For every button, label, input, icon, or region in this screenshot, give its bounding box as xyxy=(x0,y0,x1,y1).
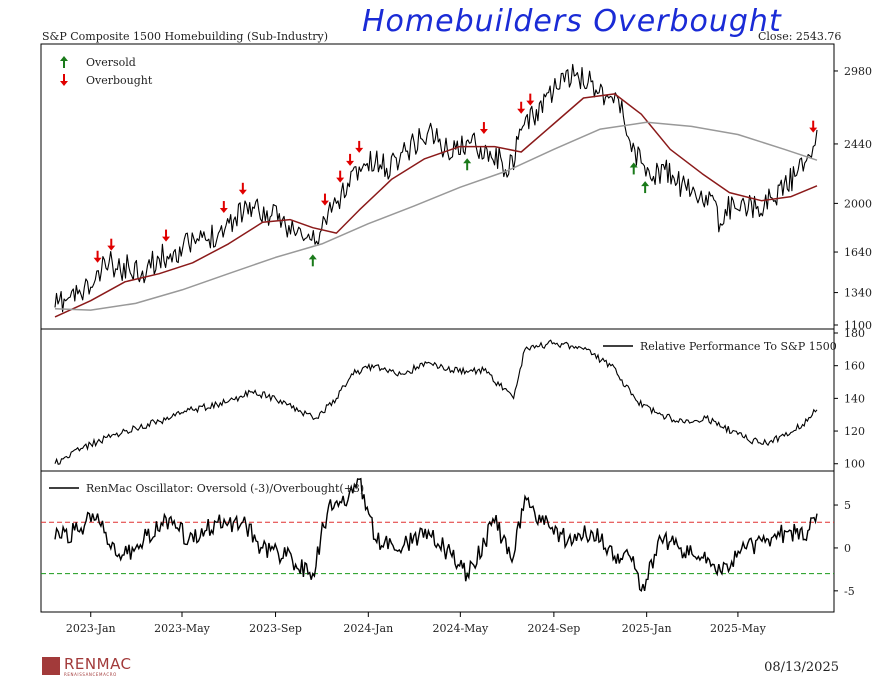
x-tick-label: 2025-May xyxy=(710,622,767,635)
arrow-head xyxy=(107,245,116,251)
close-value: Close: 2543.76 xyxy=(758,30,842,43)
y-tick-label: 180 xyxy=(844,327,865,340)
x-tick-label: 2023-May xyxy=(154,622,211,635)
arrow-head xyxy=(320,200,329,206)
oversold-arrow-icon xyxy=(629,162,638,175)
arrow-head xyxy=(526,100,535,106)
overbought-arrow-icon xyxy=(107,238,116,251)
y-tick-label: 160 xyxy=(844,360,865,373)
arrow-head xyxy=(336,177,345,183)
arrow-head xyxy=(346,160,355,166)
handwritten-annotation: Homebuilders Overbought xyxy=(362,4,782,39)
arrow-head xyxy=(809,127,818,133)
legend-oversold-icon xyxy=(60,56,68,68)
y-tick-label: 140 xyxy=(844,392,865,405)
ma_short-line xyxy=(54,93,818,318)
legend-relative-label: Relative Performance To S&P 1500 xyxy=(640,340,837,353)
arrow-head xyxy=(517,108,526,114)
arrow-head xyxy=(479,129,488,135)
overbought-arrow-icon xyxy=(517,101,526,114)
overbought-arrow-icon xyxy=(336,170,345,183)
report-date: 08/13/2025 xyxy=(764,660,839,675)
y-tick-label: 2440 xyxy=(844,138,872,151)
y-tick-label: 2000 xyxy=(844,197,872,210)
x-axis: 2023-Jan 2023-May 2023-Sep 2024-Jan 2024-May… xyxy=(66,612,767,635)
overbought-arrow-icon xyxy=(809,120,818,133)
overbought-arrow-icon xyxy=(526,93,535,106)
x-tick-label: 2024-Jan xyxy=(343,622,393,635)
arrow-head xyxy=(60,81,68,86)
y-tick-label: 120 xyxy=(844,425,865,438)
x-tick-label: 2025-Jan xyxy=(622,622,672,635)
panel-frame xyxy=(40,43,835,330)
y-tick-label: 100 xyxy=(844,458,865,471)
x-tick-label: 2023-Jan xyxy=(66,622,116,635)
brand-subtitle: RENAISSANCEMACRO xyxy=(64,672,117,677)
chart-title: S&P Composite 1500 Homebuilding (Sub-Ind… xyxy=(42,30,328,43)
relative-performance-line xyxy=(54,339,818,465)
relative-panel: 100 120 140 160 180 Relative Performance To S… xyxy=(40,327,865,472)
y-tick-label: 5 xyxy=(844,499,851,512)
y-tick-label: 1340 xyxy=(844,287,872,300)
y-tick-label: 1100 xyxy=(844,319,872,332)
oversold-arrow-icon xyxy=(463,158,472,171)
oscillator-line xyxy=(54,477,818,593)
oscillator-panel: -5 0 5 RenMac Oscillator: Oversold (-3)/Ove… xyxy=(40,470,855,613)
x-tick-label: 2024-Sep xyxy=(527,622,580,635)
overbought-arrow-icon xyxy=(162,229,171,242)
legend-overbought-label: Overbought xyxy=(86,74,153,87)
oversold-arrow-icon xyxy=(641,181,650,194)
renmac-logo-icon xyxy=(42,657,60,675)
price-panel: 1100 1340 1640 2000 2440 2980 Oversold Overboug… xyxy=(40,43,872,332)
overbought-arrow-icon xyxy=(346,153,355,166)
overbought-arrow-icon xyxy=(93,250,102,263)
price-line xyxy=(54,63,818,313)
arrow-head xyxy=(162,236,171,242)
arrow-head xyxy=(463,158,472,164)
legend-overbought-icon xyxy=(60,74,68,86)
brand-name: RENMAC xyxy=(64,655,132,673)
y-tick-label: 2980 xyxy=(844,65,872,78)
oversold-arrow-icon xyxy=(308,254,317,267)
legend-oscillator-label: RenMac Oscillator: Oversold (-3)/Overbou… xyxy=(86,482,364,495)
arrow-head xyxy=(60,56,68,61)
y-tick-label: 1640 xyxy=(844,246,872,259)
arrow-head xyxy=(355,147,364,153)
arrow-head xyxy=(219,208,228,214)
overbought-arrow-icon xyxy=(219,201,228,214)
x-tick-label: 2023-Sep xyxy=(249,622,302,635)
overbought-arrow-icon xyxy=(320,193,329,206)
arrow-head xyxy=(93,257,102,263)
arrow-head xyxy=(629,162,638,168)
overbought-arrow-icon xyxy=(238,182,247,195)
legend-oversold-label: Oversold xyxy=(86,56,136,69)
overbought-arrow-icon xyxy=(355,140,364,153)
arrow-head xyxy=(238,189,247,195)
y-tick-label: 0 xyxy=(844,542,851,555)
x-tick-label: 2024-May xyxy=(432,622,489,635)
arrow-head xyxy=(308,254,317,260)
overbought-arrow-icon xyxy=(479,122,488,135)
y-tick-label: -5 xyxy=(844,585,855,598)
ma_long-line xyxy=(54,121,818,311)
panel-frame xyxy=(40,470,835,613)
arrow-head xyxy=(641,181,650,187)
